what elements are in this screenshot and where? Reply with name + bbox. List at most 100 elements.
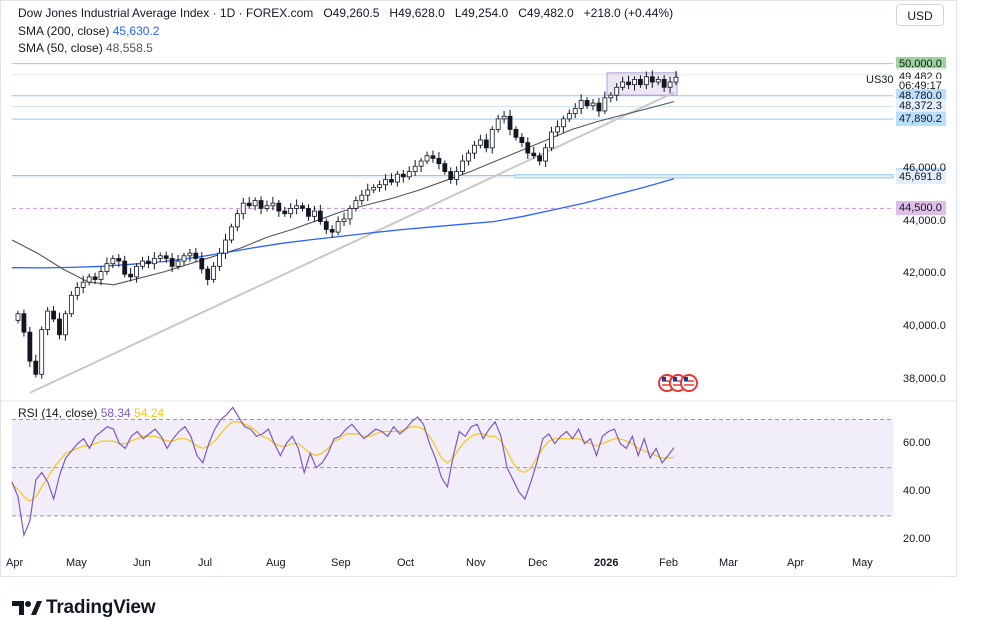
price-axis-label: 38,000.0 <box>903 373 946 385</box>
candle-body <box>655 78 661 83</box>
candle-body <box>667 81 673 88</box>
candle-body <box>311 210 317 217</box>
candle-body <box>412 165 418 172</box>
candle-body <box>643 76 649 86</box>
candle-body <box>329 229 335 233</box>
candle-body <box>430 155 436 159</box>
candle-body <box>341 218 347 222</box>
candle-body <box>389 179 394 183</box>
currency-button[interactable]: USD <box>896 4 944 26</box>
candle-body <box>21 313 27 333</box>
price-tag: 50,000.0 <box>896 57 946 71</box>
time-axis-label: Dec <box>528 557 548 569</box>
candle-body <box>347 208 353 220</box>
rsi-ma-value: 54.24 <box>134 406 165 420</box>
data-source: FOREX.com <box>245 6 314 20</box>
sma50-label: SMA (50, close) <box>18 41 103 55</box>
candle-body <box>33 360 39 375</box>
candle-body <box>169 258 175 267</box>
candle-body <box>300 205 305 209</box>
candle-body <box>157 255 163 259</box>
rsi-ma-line <box>11 421 675 503</box>
sma200-line <box>11 178 675 269</box>
candle-body <box>335 221 341 233</box>
candle-body <box>406 171 412 178</box>
candle-body <box>454 171 460 180</box>
candle-body <box>424 155 430 162</box>
candle-body <box>560 118 566 128</box>
candle-body <box>39 329 45 375</box>
candle-body <box>477 139 483 146</box>
candle-body <box>632 78 637 86</box>
time-axis-label: May <box>852 557 873 569</box>
time-axis-label: Apr <box>787 557 805 569</box>
interval-label[interactable]: 1D <box>219 6 236 20</box>
candle-body <box>614 86 620 96</box>
rsi-legend[interactable]: RSI (14, close) 58.34 54.24 <box>18 406 164 420</box>
ohlc-open: O49,260.5 <box>323 6 380 20</box>
rsi-axis-label: 20.00 <box>903 533 931 545</box>
candle-body <box>483 139 489 149</box>
ohlc-low: L49,254.0 <box>454 6 509 20</box>
candle-body <box>104 263 110 273</box>
candle-body <box>86 276 92 283</box>
sma200-value: 45,630.2 <box>112 24 160 38</box>
candle-body <box>205 268 211 280</box>
candle-body <box>128 273 134 278</box>
price-axis-label: 46,000.0 <box>903 162 946 174</box>
candle-body <box>353 200 359 209</box>
symbol-tag: US30 <box>866 74 894 86</box>
tradingview-logo[interactable]: TradingView <box>12 597 156 619</box>
time-axis-label: Mar <box>719 557 738 569</box>
price-tag: 47,890.2 <box>896 112 946 126</box>
time-axis-label: Sep <box>331 557 351 569</box>
ohlc-high: H49,628.0 <box>389 6 445 20</box>
ohlc-close: C49,482.0 <box>518 6 574 20</box>
ohlc-change: +218.0 (+0.44%) <box>583 6 674 20</box>
candle-body <box>63 313 68 336</box>
sma200-label: SMA (200, close) <box>18 24 110 38</box>
candle-body <box>116 258 122 262</box>
candle-body <box>513 129 519 138</box>
sma50-legend[interactable]: SMA (50, close) 48,558.5 <box>18 41 153 55</box>
rsi-line <box>11 406 675 538</box>
candle-body <box>400 173 406 178</box>
time-axis-label: May <box>66 557 87 569</box>
candle-body <box>578 100 584 109</box>
candle-body <box>134 265 139 278</box>
candle-body <box>555 126 560 133</box>
candle-body <box>199 258 205 270</box>
candle-body <box>246 202 252 207</box>
candle-body <box>572 107 578 115</box>
candle-body <box>365 189 371 196</box>
candle-body <box>294 205 300 209</box>
sma200-legend[interactable]: SMA (200, close) 45,630.2 <box>18 24 159 38</box>
candle-body <box>51 310 56 320</box>
rsi-axis-label: 60.00 <box>903 437 931 449</box>
candle-body <box>140 260 145 267</box>
sma50-value: 48,558.5 <box>106 41 153 55</box>
candle-body <box>252 200 258 207</box>
candle-body <box>394 173 400 183</box>
time-axis-label: Oct <box>397 557 415 569</box>
candle-body <box>258 200 264 209</box>
candle-body <box>15 313 21 321</box>
candle-body <box>537 155 543 162</box>
candle-body <box>507 115 513 130</box>
candle-body <box>519 136 525 143</box>
candle-body <box>80 281 86 288</box>
candle-body <box>264 205 270 209</box>
candle-body <box>371 186 377 191</box>
rsi-value: 58.34 <box>100 406 131 420</box>
candle-body <box>566 113 572 120</box>
candle-body <box>549 131 554 149</box>
chart-frame <box>0 0 957 577</box>
price-tag: 48,372.3 <box>896 99 946 113</box>
candle-body <box>229 226 234 241</box>
candle-body <box>590 102 596 107</box>
candle-body <box>151 258 157 265</box>
price-axis-label: 40,000.0 <box>903 320 946 332</box>
candle-body <box>602 97 608 112</box>
us-flag-event-icon <box>680 374 698 392</box>
